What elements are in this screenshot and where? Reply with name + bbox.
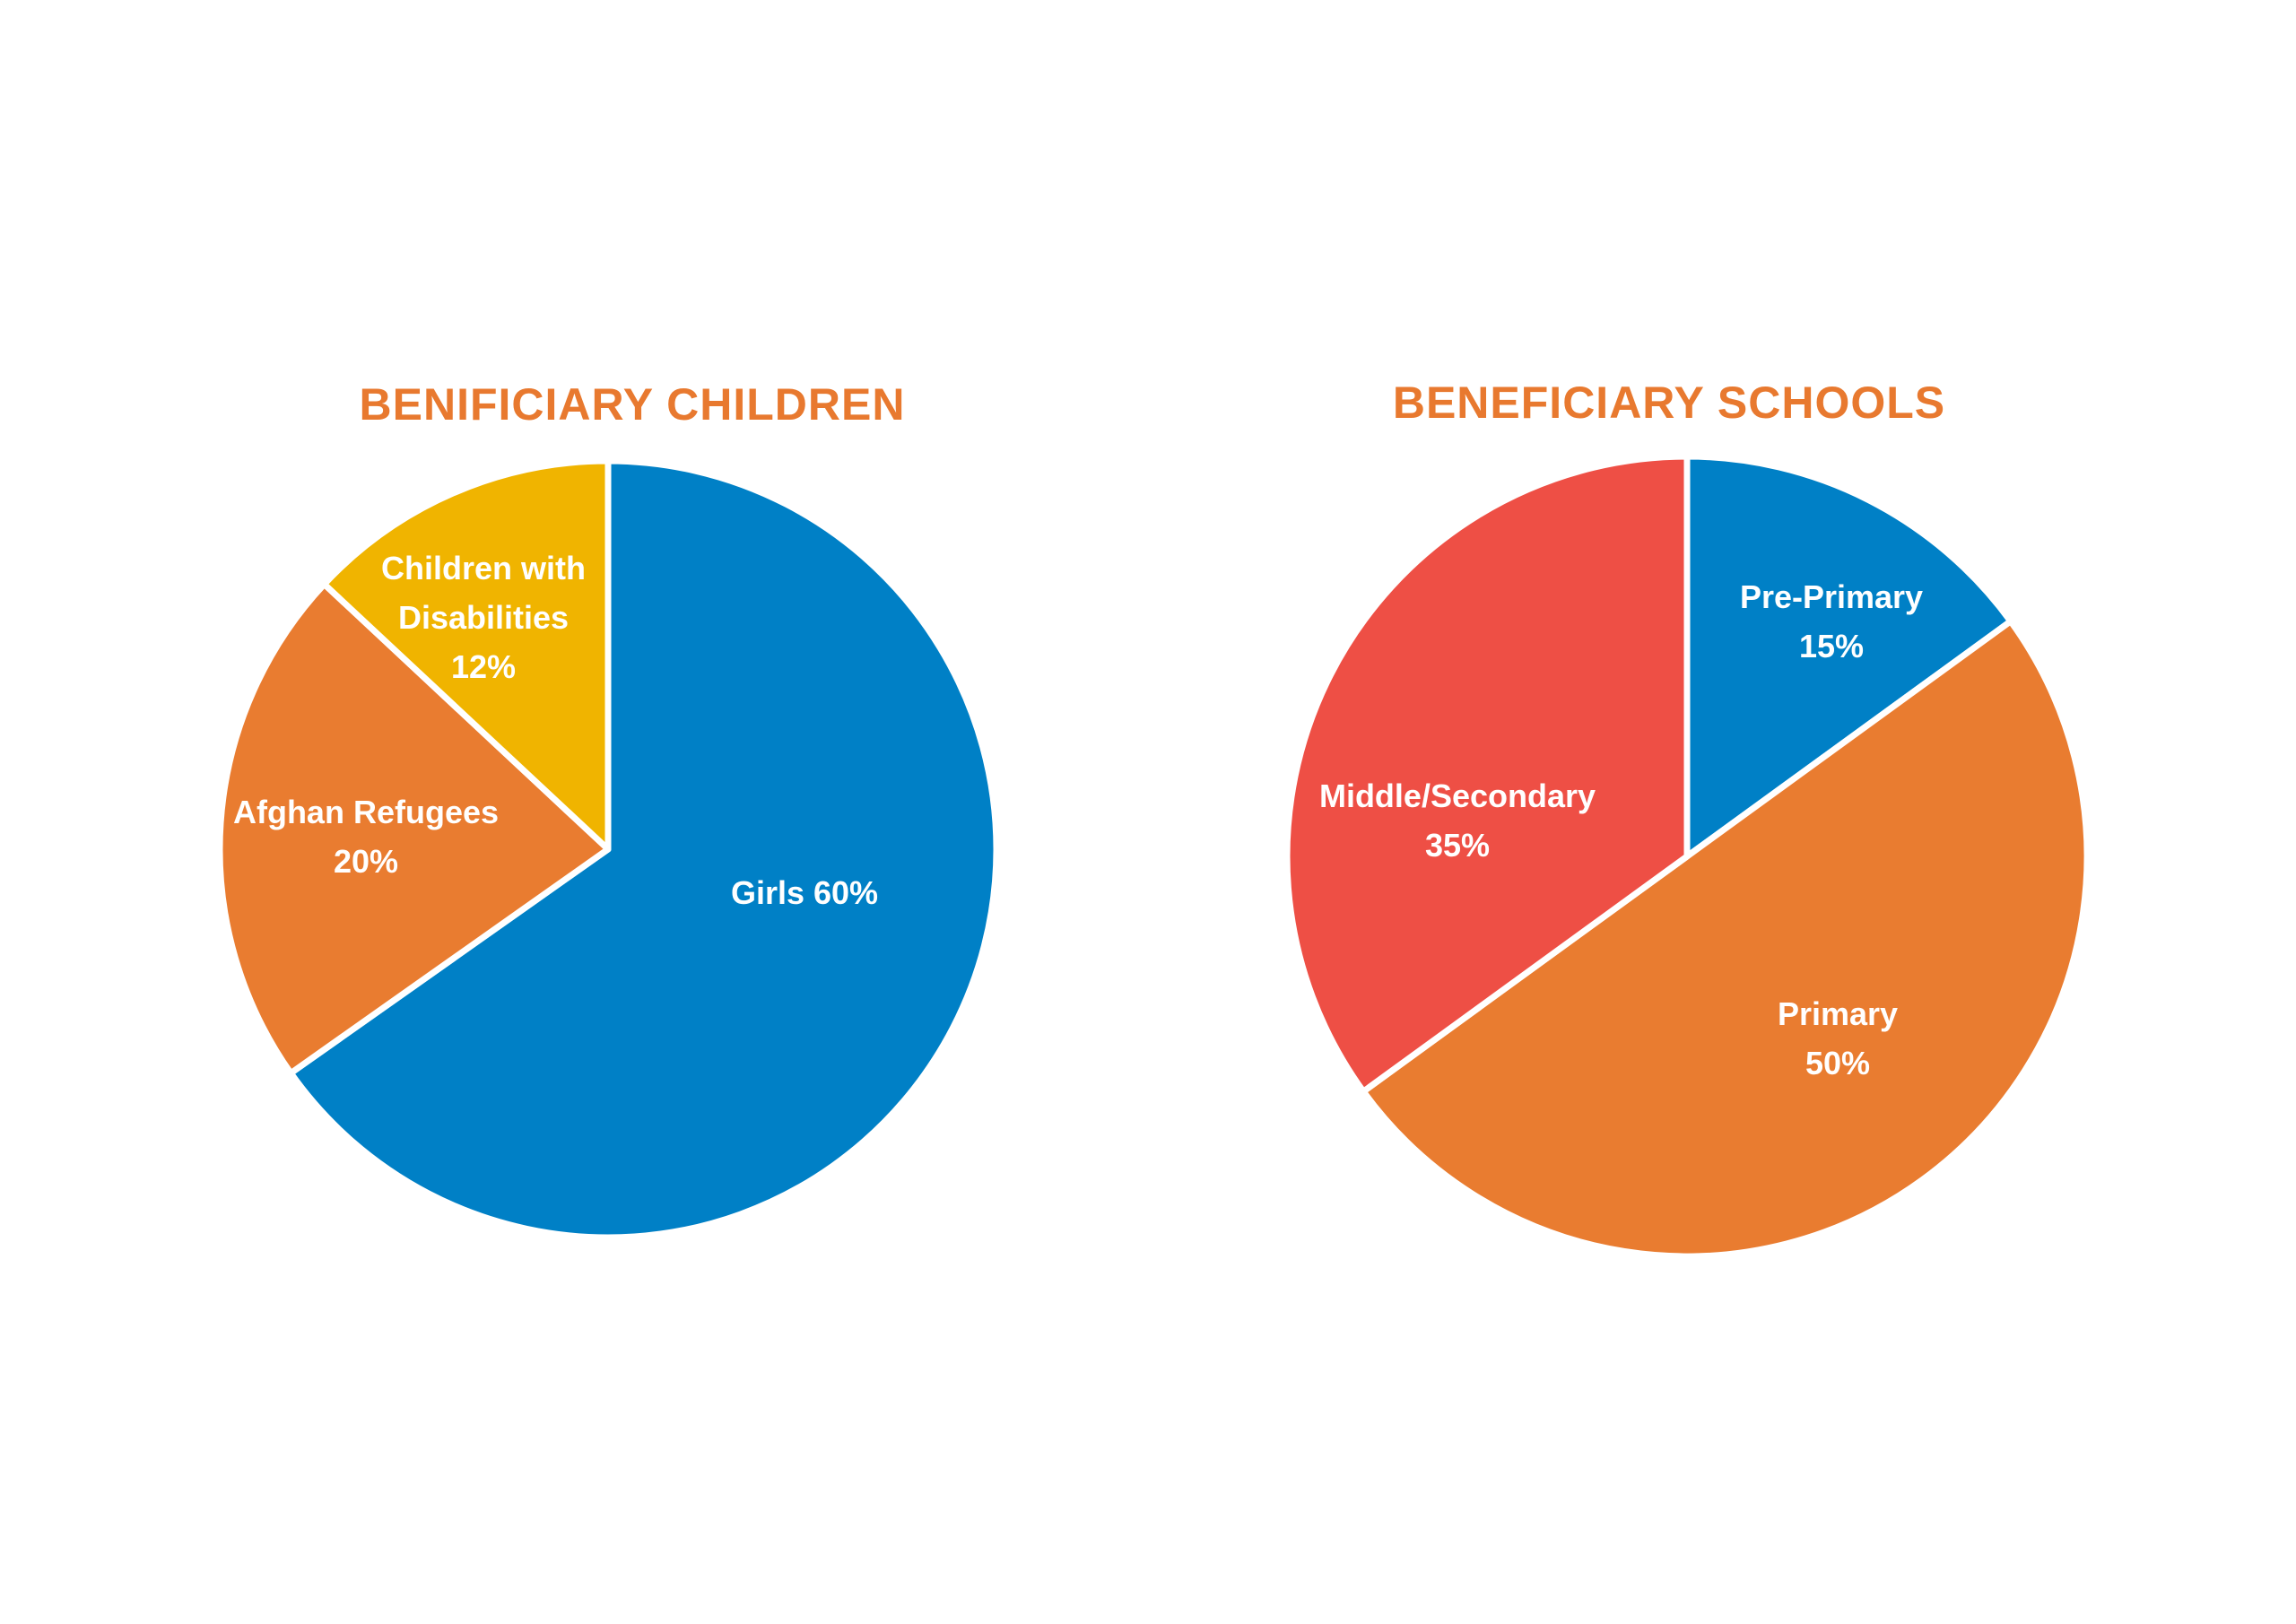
pie-slice-primary (1363, 621, 2087, 1256)
slice-label-line: 15% (1799, 628, 1864, 664)
slice-label-line: 50% (1805, 1045, 1870, 1081)
slice-label-pre-primary: Pre-Primary 15% (1740, 578, 1923, 664)
slice-label-line: Children with (381, 550, 586, 586)
slice-label-line: Middle/Secondary (1319, 777, 1596, 814)
slice-label-line: 20% (334, 843, 398, 880)
chart-title: BENIFICIARY CHILDREN (360, 379, 906, 430)
pie-chart-benificiary-children: BENIFICIARY CHILDREN Girls 60% Afghan Refu… (216, 379, 1000, 1241)
slice-label-middle-secondary: Middle/Secondary 35% (1319, 777, 1596, 864)
chart-title: BENEFICIARY SCHOOLS (1393, 378, 1945, 428)
slice-label-primary: Primary 50% (1778, 995, 1898, 1081)
pie-slice-pre-primary (1683, 453, 2014, 860)
slice-label-girls: Girls 60% (731, 874, 878, 911)
pie-slice-afghan-refugees (216, 580, 612, 1077)
slice-label-line: Primary (1778, 995, 1898, 1032)
pie-slice-girls (287, 457, 1000, 1241)
pie-slice-middle-secondary (1283, 453, 1691, 1095)
pie-slice-children-with-disabilities (321, 457, 612, 853)
slice-label-line: 35% (1425, 827, 1490, 864)
slice-label-line: Disabilities (398, 599, 569, 636)
slice-label-afghan-refugees: Afghan Refugees 20% (233, 794, 499, 880)
slice-label-line: Afghan Refugees (233, 794, 499, 830)
pie-chart-beneficiary-schools: BENEFICIARY SCHOOLS Pre-Primary 15% Primary… (1283, 378, 2087, 1256)
slice-label-line: Girls 60% (731, 874, 878, 911)
slice-label-line: 12% (451, 648, 516, 685)
slice-label-children-with-disabilities: Children with Disabilities 12% (381, 550, 586, 685)
slice-label-line: Pre-Primary (1740, 578, 1923, 615)
